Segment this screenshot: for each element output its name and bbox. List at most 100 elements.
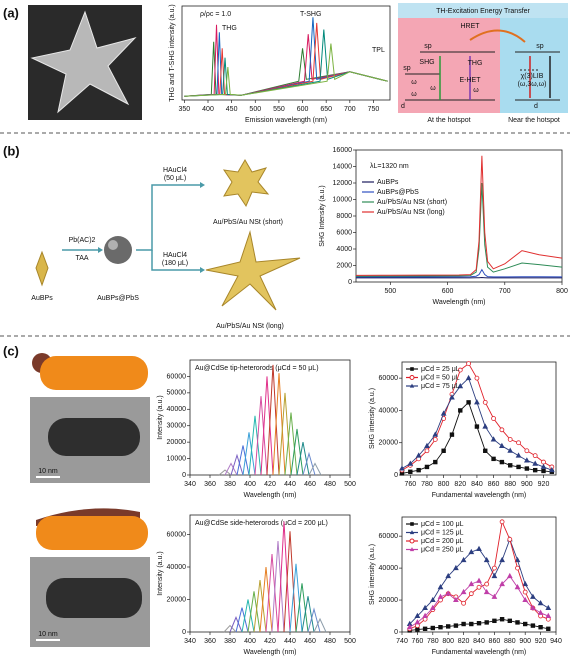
y-tick-label: 20000 — [167, 439, 187, 446]
series-line — [265, 553, 279, 633]
x-tick-label: 500 — [384, 288, 396, 295]
series-line — [289, 563, 303, 633]
legend-marker — [410, 522, 414, 526]
marker — [437, 584, 444, 590]
marker — [522, 589, 528, 595]
x-axis-label: Emission wavelength (nm) — [245, 117, 327, 124]
marker — [457, 367, 463, 373]
x-axis-label: Wavelength (nm) — [243, 649, 296, 656]
series-line — [284, 412, 298, 476]
marker — [415, 452, 422, 458]
x-tick-label: 920 — [538, 481, 550, 488]
series-line — [401, 401, 552, 474]
diagram-label: sp — [424, 43, 432, 50]
series-line — [272, 373, 286, 476]
series-line — [253, 579, 267, 633]
legend-marker — [409, 375, 415, 380]
marker — [476, 621, 482, 626]
series-line — [248, 415, 262, 476]
series-line — [295, 583, 309, 633]
marker — [522, 580, 529, 587]
marker — [474, 424, 480, 429]
y-tick-label: 0 — [182, 629, 186, 636]
marker — [416, 467, 421, 473]
gold-rod — [40, 356, 148, 390]
y-tick-label: 8000 — [336, 213, 352, 220]
marker — [460, 556, 467, 563]
marker — [399, 465, 405, 471]
diagram-label: At the hotspot — [427, 117, 470, 124]
x-tick-label: 650 — [320, 106, 332, 113]
series-line — [184, 43, 388, 97]
y-axis-label: THG and T-SHG intensity (a.u.) — [169, 4, 176, 102]
nanostar — [30, 10, 137, 114]
y-axis-label: SHG intensity (a.u.) — [369, 388, 376, 449]
scheme-label: AuBPs@PbS — [97, 295, 139, 302]
x-axis-label: Fundamental wavelength (nm) — [432, 492, 527, 499]
x-tick-label: 340 — [184, 481, 196, 488]
marker — [514, 556, 521, 563]
marker — [507, 618, 512, 624]
x-tick-label: 800 — [556, 288, 568, 295]
scale-label: 10 nm — [38, 468, 58, 475]
marker — [476, 577, 482, 583]
legend-marker — [409, 383, 415, 388]
marker — [541, 459, 546, 465]
series-line — [247, 591, 261, 633]
marker — [499, 427, 505, 433]
series-line — [290, 428, 304, 476]
pbs-sphere — [104, 236, 132, 264]
marker — [468, 580, 475, 587]
marker — [491, 593, 498, 599]
y-tick-label: 6000 — [336, 229, 352, 236]
marker — [415, 627, 420, 632]
chart-title: Au@CdSe tip-heterorods (μCd = 50 μL) — [195, 365, 319, 372]
diagram-label: Near the hotspot — [508, 117, 560, 124]
series-line — [296, 442, 310, 476]
marker — [424, 464, 430, 470]
marker — [491, 416, 496, 421]
legend-label: μCd = 75 μL — [421, 383, 460, 390]
series-line — [224, 462, 238, 476]
marker — [499, 580, 505, 587]
marker — [457, 382, 464, 389]
series-line — [230, 453, 244, 476]
marker — [491, 456, 496, 462]
marker — [546, 626, 551, 632]
legend-marker — [410, 367, 414, 371]
marker — [453, 596, 459, 603]
marker — [461, 600, 467, 606]
short-star — [222, 159, 270, 208]
marker — [430, 625, 435, 631]
y-tick-label: 60000 — [167, 531, 187, 538]
x-axis-label: Wavelength (nm) — [243, 492, 296, 499]
marker — [532, 453, 538, 459]
series-line — [229, 616, 243, 633]
diagram-label: χ(3)LIB — [521, 73, 544, 80]
marker — [406, 623, 413, 630]
diagram-label: ω — [430, 85, 436, 92]
arrowhead — [200, 267, 205, 273]
series-line — [271, 540, 285, 633]
scheme-label: AuBPs — [31, 295, 53, 302]
series-line — [308, 462, 322, 476]
marker — [499, 519, 505, 525]
y-tick-label: 0 — [348, 279, 352, 286]
series-line — [355, 182, 563, 277]
marker — [524, 466, 530, 471]
y-tick-label: 10000 — [167, 455, 187, 462]
marker — [438, 625, 443, 630]
x-tick-label: 450 — [226, 106, 238, 113]
x-tick-label: 420 — [264, 481, 276, 488]
marker — [432, 437, 438, 442]
x-tick-label: 900 — [521, 481, 533, 488]
x-tick-label: 600 — [297, 106, 309, 113]
x-tick-label: 800 — [442, 638, 454, 645]
marker — [482, 399, 488, 405]
x-tick-label: 760 — [412, 638, 424, 645]
diagram-label: sp — [403, 65, 411, 72]
marker — [432, 431, 439, 437]
marker — [440, 410, 447, 416]
x-tick-label: 780 — [421, 481, 433, 488]
diagram-label: HRET — [460, 23, 480, 30]
